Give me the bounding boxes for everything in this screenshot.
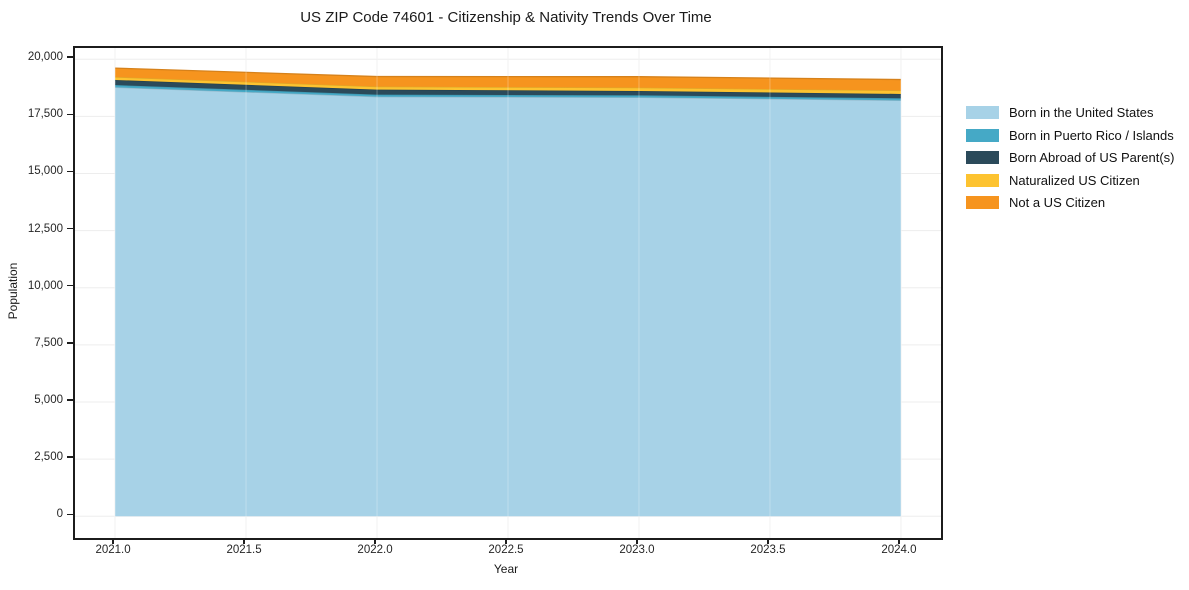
legend-swatch (966, 106, 999, 119)
legend-swatch (966, 128, 999, 142)
area-naturalized-us-citizen (115, 77, 901, 94)
y-tick-label: 10,000 (27, 279, 63, 292)
y-tick-mark (67, 113, 73, 116)
y-tick-mark (67, 342, 73, 344)
area-not-a-us-citizen (115, 68, 901, 91)
y-tick-label: 7,500 (34, 336, 63, 349)
legend: Born in the United States Born in Puerto … (966, 105, 1175, 219)
x-tick-label: 2022.5 (488, 544, 524, 556)
y-tick-mark (67, 56, 73, 58)
y-tick-label: 5,000 (34, 394, 63, 407)
y-tick-label: 0 (56, 508, 63, 521)
legend-item-naturalized-us-citizen: Naturalized US Citizen (966, 172, 1174, 188)
x-tick-label: 2023.0 (619, 544, 655, 556)
x-tick-mark (767, 538, 769, 544)
chart-title: US ZIP Code 74601 - Citizenship & Nativi… (300, 9, 712, 26)
legend-label: Not a US Citizen (1009, 195, 1106, 210)
x-tick-mark (636, 538, 638, 544)
x-tick-mark (505, 538, 507, 544)
x-tick-mark (898, 538, 900, 544)
legend-item-not-a-us-citizen: Not a US Citizen (966, 195, 1174, 210)
y-tick-mark (67, 513, 73, 516)
x-tick-label: 2022.0 (357, 544, 393, 556)
legend-label: Born in the United States (1009, 105, 1154, 120)
y-tick-mark (67, 170, 73, 173)
x-tick-mark (112, 538, 114, 544)
x-tick-label: 2021.0 (95, 544, 131, 556)
area-edge-not-a-us-citizen (115, 67, 901, 81)
plot-area (73, 46, 943, 540)
y-tick-mark (67, 284, 73, 287)
legend-item-born-abroad-of-us-parent-s: Born Abroad of US Parent(s) (966, 150, 1175, 165)
y-tick-label: 17,500 (27, 108, 63, 121)
x-axis-title: Year (493, 562, 519, 576)
legend-label: Born in Puerto Rico / Islands (1009, 127, 1174, 143)
area-born-in-the-united-states (115, 87, 901, 517)
x-tick-mark (374, 538, 376, 544)
x-tick-mark (243, 538, 245, 544)
y-tick-mark (67, 399, 73, 401)
legend-label: Born Abroad of US Parent(s) (1009, 150, 1175, 165)
y-tick-label: 20,000 (27, 51, 63, 64)
legend-label: Naturalized US Citizen (1009, 172, 1140, 188)
y-tick-label: 15,000 (27, 165, 63, 178)
y-tick-label: 2,500 (34, 451, 63, 464)
area-born-abroad-of-us-parent-s (115, 79, 901, 99)
legend-swatch (966, 151, 999, 164)
legend-item-born-in-the-united-states: Born in the United States (966, 105, 1174, 120)
x-tick-label: 2021.5 (226, 544, 262, 556)
y-tick-mark (67, 227, 73, 230)
x-tick-label: 2024.0 (881, 544, 917, 556)
x-tick-label: 2023.5 (750, 544, 786, 556)
legend-swatch (966, 196, 999, 209)
legend-swatch (966, 173, 999, 187)
legend-item-born-in-puerto-rico-islands: Born in Puerto Rico / Islands (966, 127, 1174, 143)
stacked-area-chart (75, 48, 941, 538)
y-tick-mark (67, 456, 73, 458)
y-tick-label: 12,500 (27, 222, 63, 235)
